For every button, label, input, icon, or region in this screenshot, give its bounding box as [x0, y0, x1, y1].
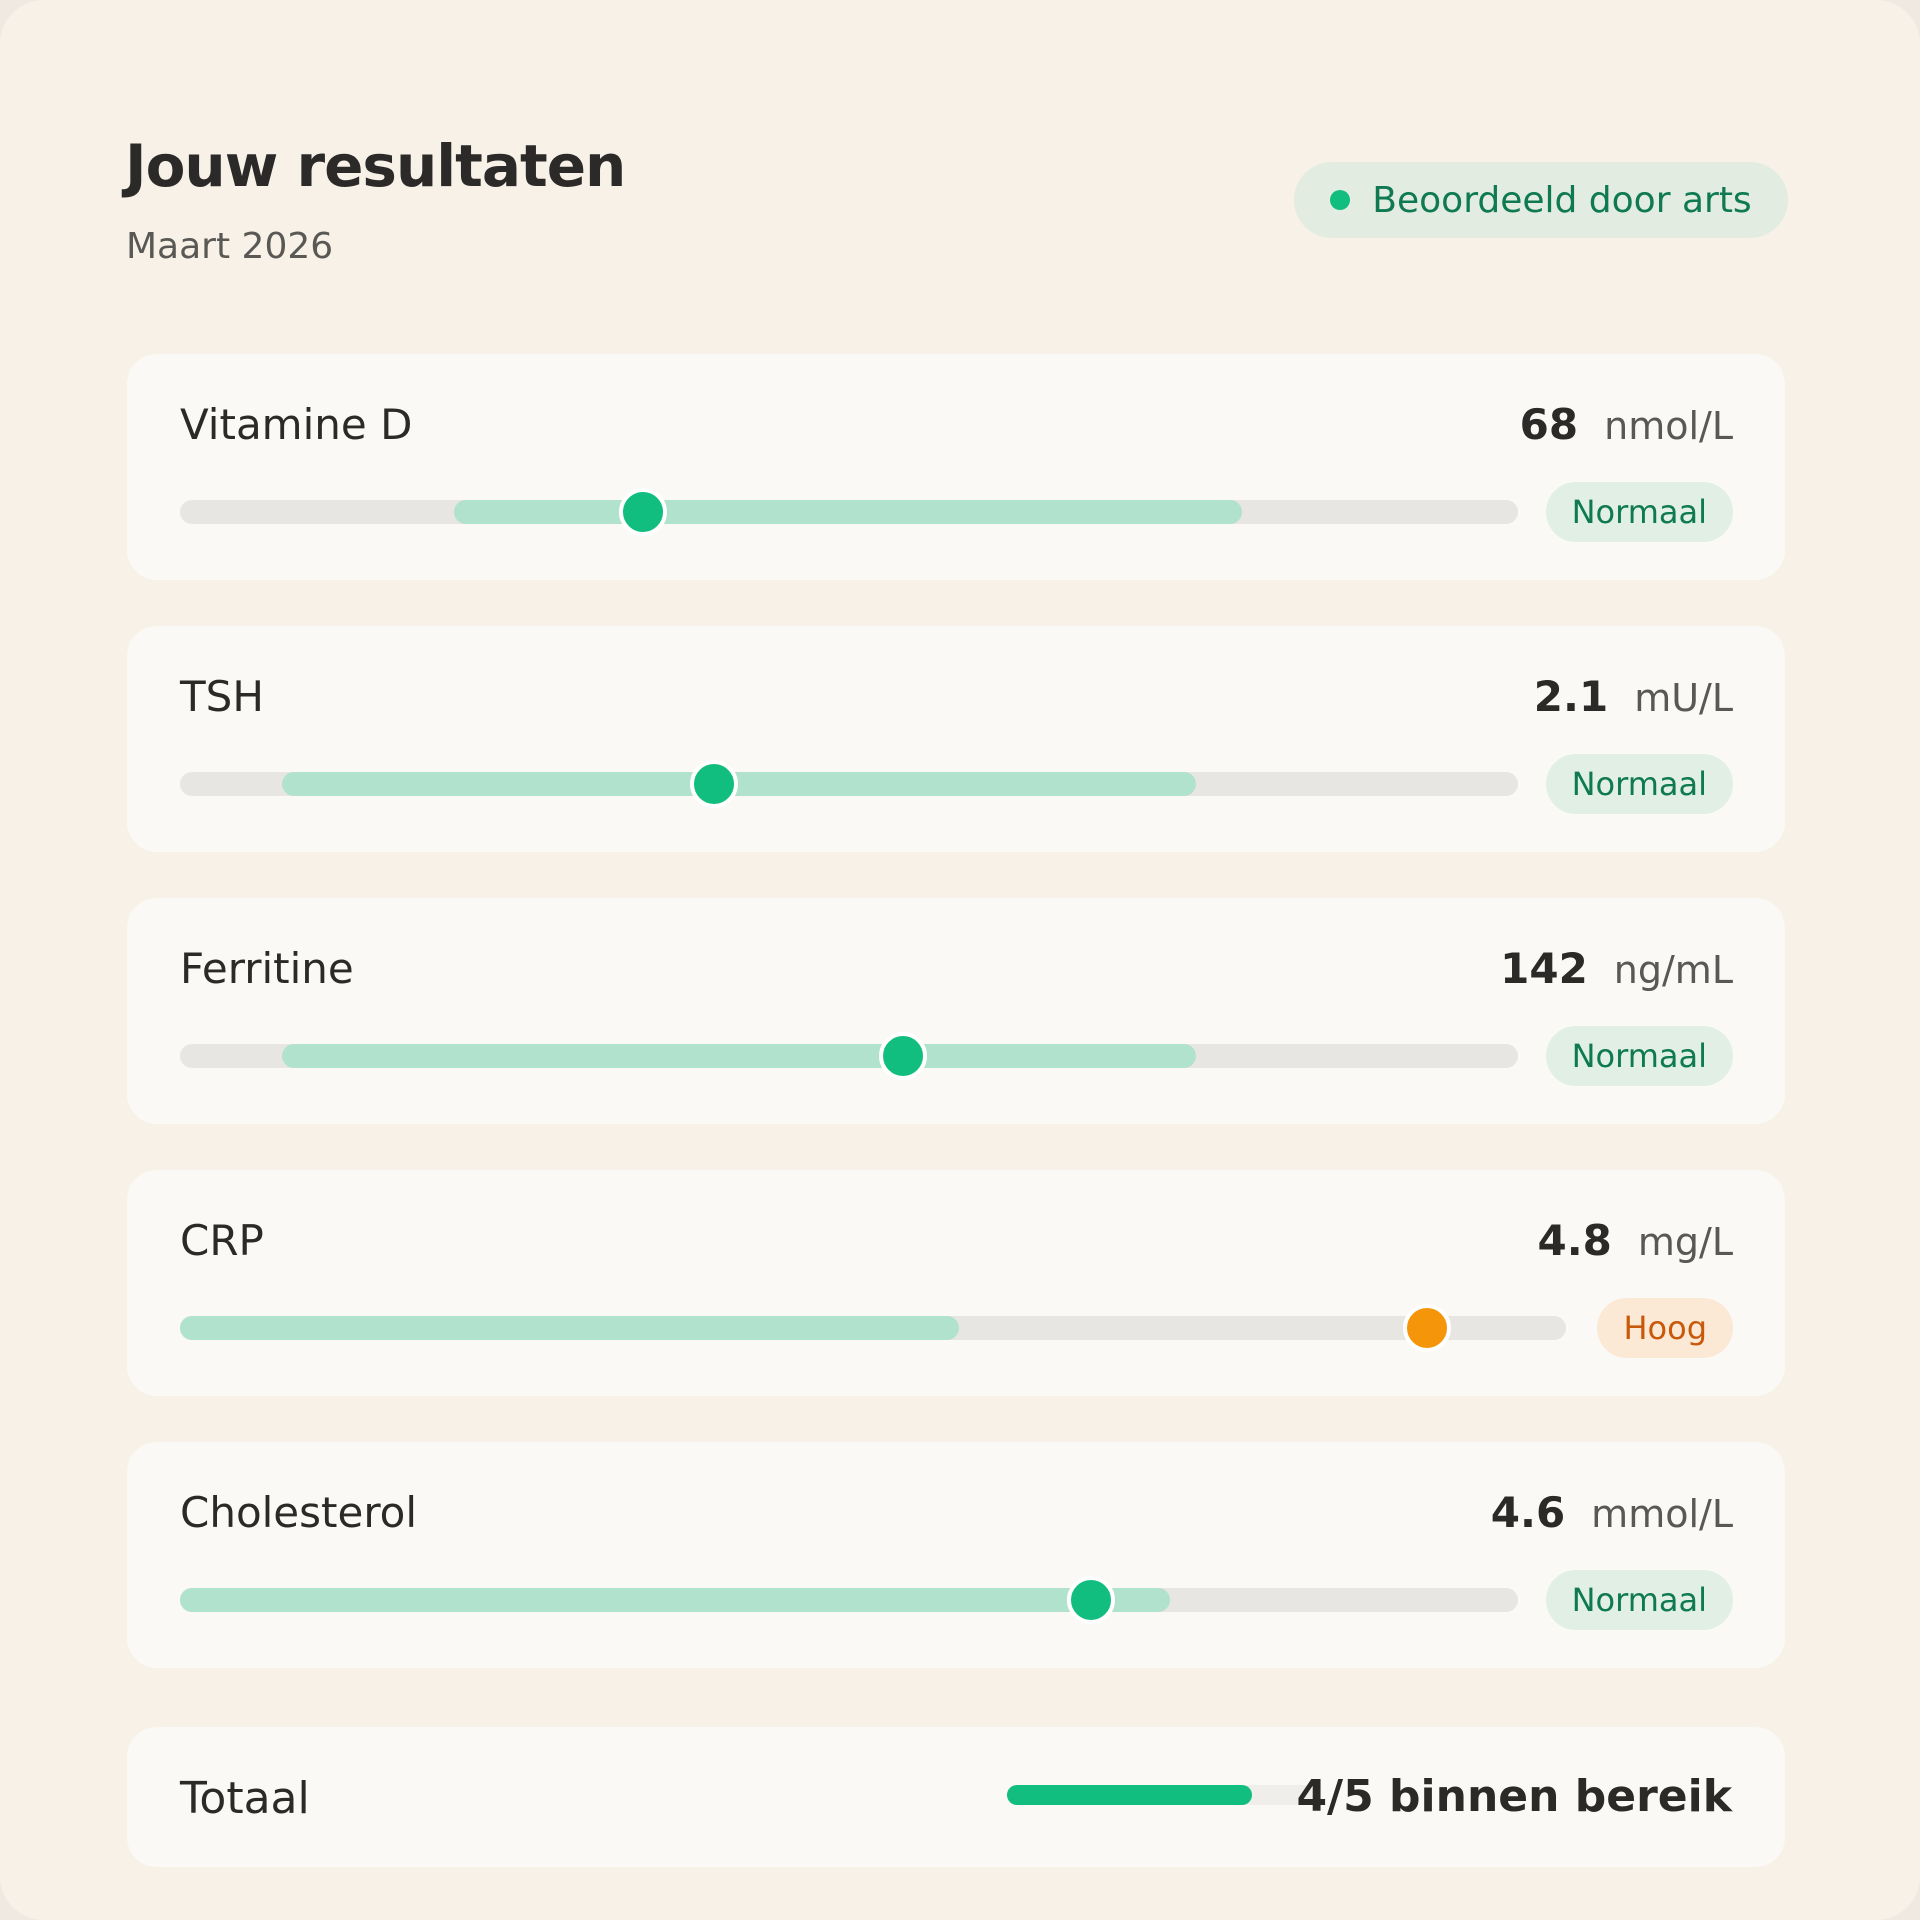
value-unit: mg/L — [1637, 1220, 1733, 1264]
summary-bar-fill — [1007, 1785, 1252, 1805]
status-badge: Normaal — [1545, 1026, 1733, 1086]
result-value: 4.8 mg/L — [1537, 1216, 1733, 1265]
value-marker — [878, 1032, 927, 1080]
result-value: 68 nmol/L — [1520, 400, 1733, 449]
status-badge: Normaal — [1545, 754, 1733, 814]
result-card: Cholesterol 4.6 mmol/L Normaal — [127, 1442, 1785, 1668]
summary-card: Totaal 4/5 binnen bereik — [127, 1727, 1785, 1867]
value-marker — [618, 488, 667, 536]
range-track — [180, 1304, 1566, 1352]
value-marker — [1403, 1304, 1452, 1352]
result-card: Ferritine 142 ng/mL Normaal — [127, 898, 1785, 1124]
range-track — [180, 1576, 1518, 1624]
value-number: 142 — [1500, 944, 1588, 993]
review-badge: Beoordeeld door arts — [1294, 162, 1788, 238]
value-marker — [1067, 1576, 1116, 1624]
value-unit: nmol/L — [1604, 404, 1733, 448]
result-value: 4.6 mmol/L — [1491, 1488, 1733, 1537]
summary-label: Totaal — [180, 1773, 310, 1824]
range-fill — [454, 500, 1243, 524]
result-name: CRP — [180, 1216, 264, 1265]
status-badge: Normaal — [1545, 482, 1733, 542]
summary-bar — [1007, 1785, 1313, 1805]
value-number: 4.8 — [1537, 1216, 1612, 1265]
range-fill — [281, 772, 1196, 796]
title: Jouw resultaten — [125, 132, 626, 200]
result-name: Ferritine — [180, 944, 354, 993]
range-fill — [281, 1044, 1196, 1068]
result-card: TSH 2.1 mU/L Normaal — [127, 626, 1785, 852]
value-number: 4.6 — [1490, 1488, 1566, 1537]
subtitle: Maart 2026 — [126, 226, 334, 267]
value-unit: mU/L — [1634, 676, 1733, 720]
value-number: 68 — [1519, 400, 1579, 449]
range-fill — [180, 1588, 1171, 1612]
result-value: 2.1 mU/L — [1534, 672, 1733, 721]
range-track — [180, 760, 1518, 808]
result-value: 142 ng/mL — [1500, 944, 1733, 993]
result-card: CRP 4.8 mg/L Hoog — [127, 1170, 1785, 1396]
result-card: Vitamine D 68 nmol/L Normaal — [127, 354, 1785, 580]
range-fill — [180, 1316, 959, 1340]
result-name: Cholesterol — [180, 1488, 418, 1537]
badge-text: Beoordeeld door arts — [1372, 179, 1752, 221]
range-track — [180, 488, 1518, 536]
value-marker — [689, 760, 738, 808]
result-name: Vitamine D — [180, 400, 413, 449]
badge-dot — [1330, 190, 1351, 210]
value-unit: ng/mL — [1613, 948, 1733, 992]
summary-text: 4/5 binnen bereik — [1296, 1771, 1732, 1822]
range-track — [180, 1032, 1518, 1080]
result-name: TSH — [180, 672, 264, 721]
status-badge: Hoog — [1597, 1298, 1733, 1358]
value-number: 2.1 — [1533, 672, 1609, 721]
value-unit: mmol/L — [1591, 1492, 1733, 1536]
status-badge: Normaal — [1545, 1570, 1733, 1630]
